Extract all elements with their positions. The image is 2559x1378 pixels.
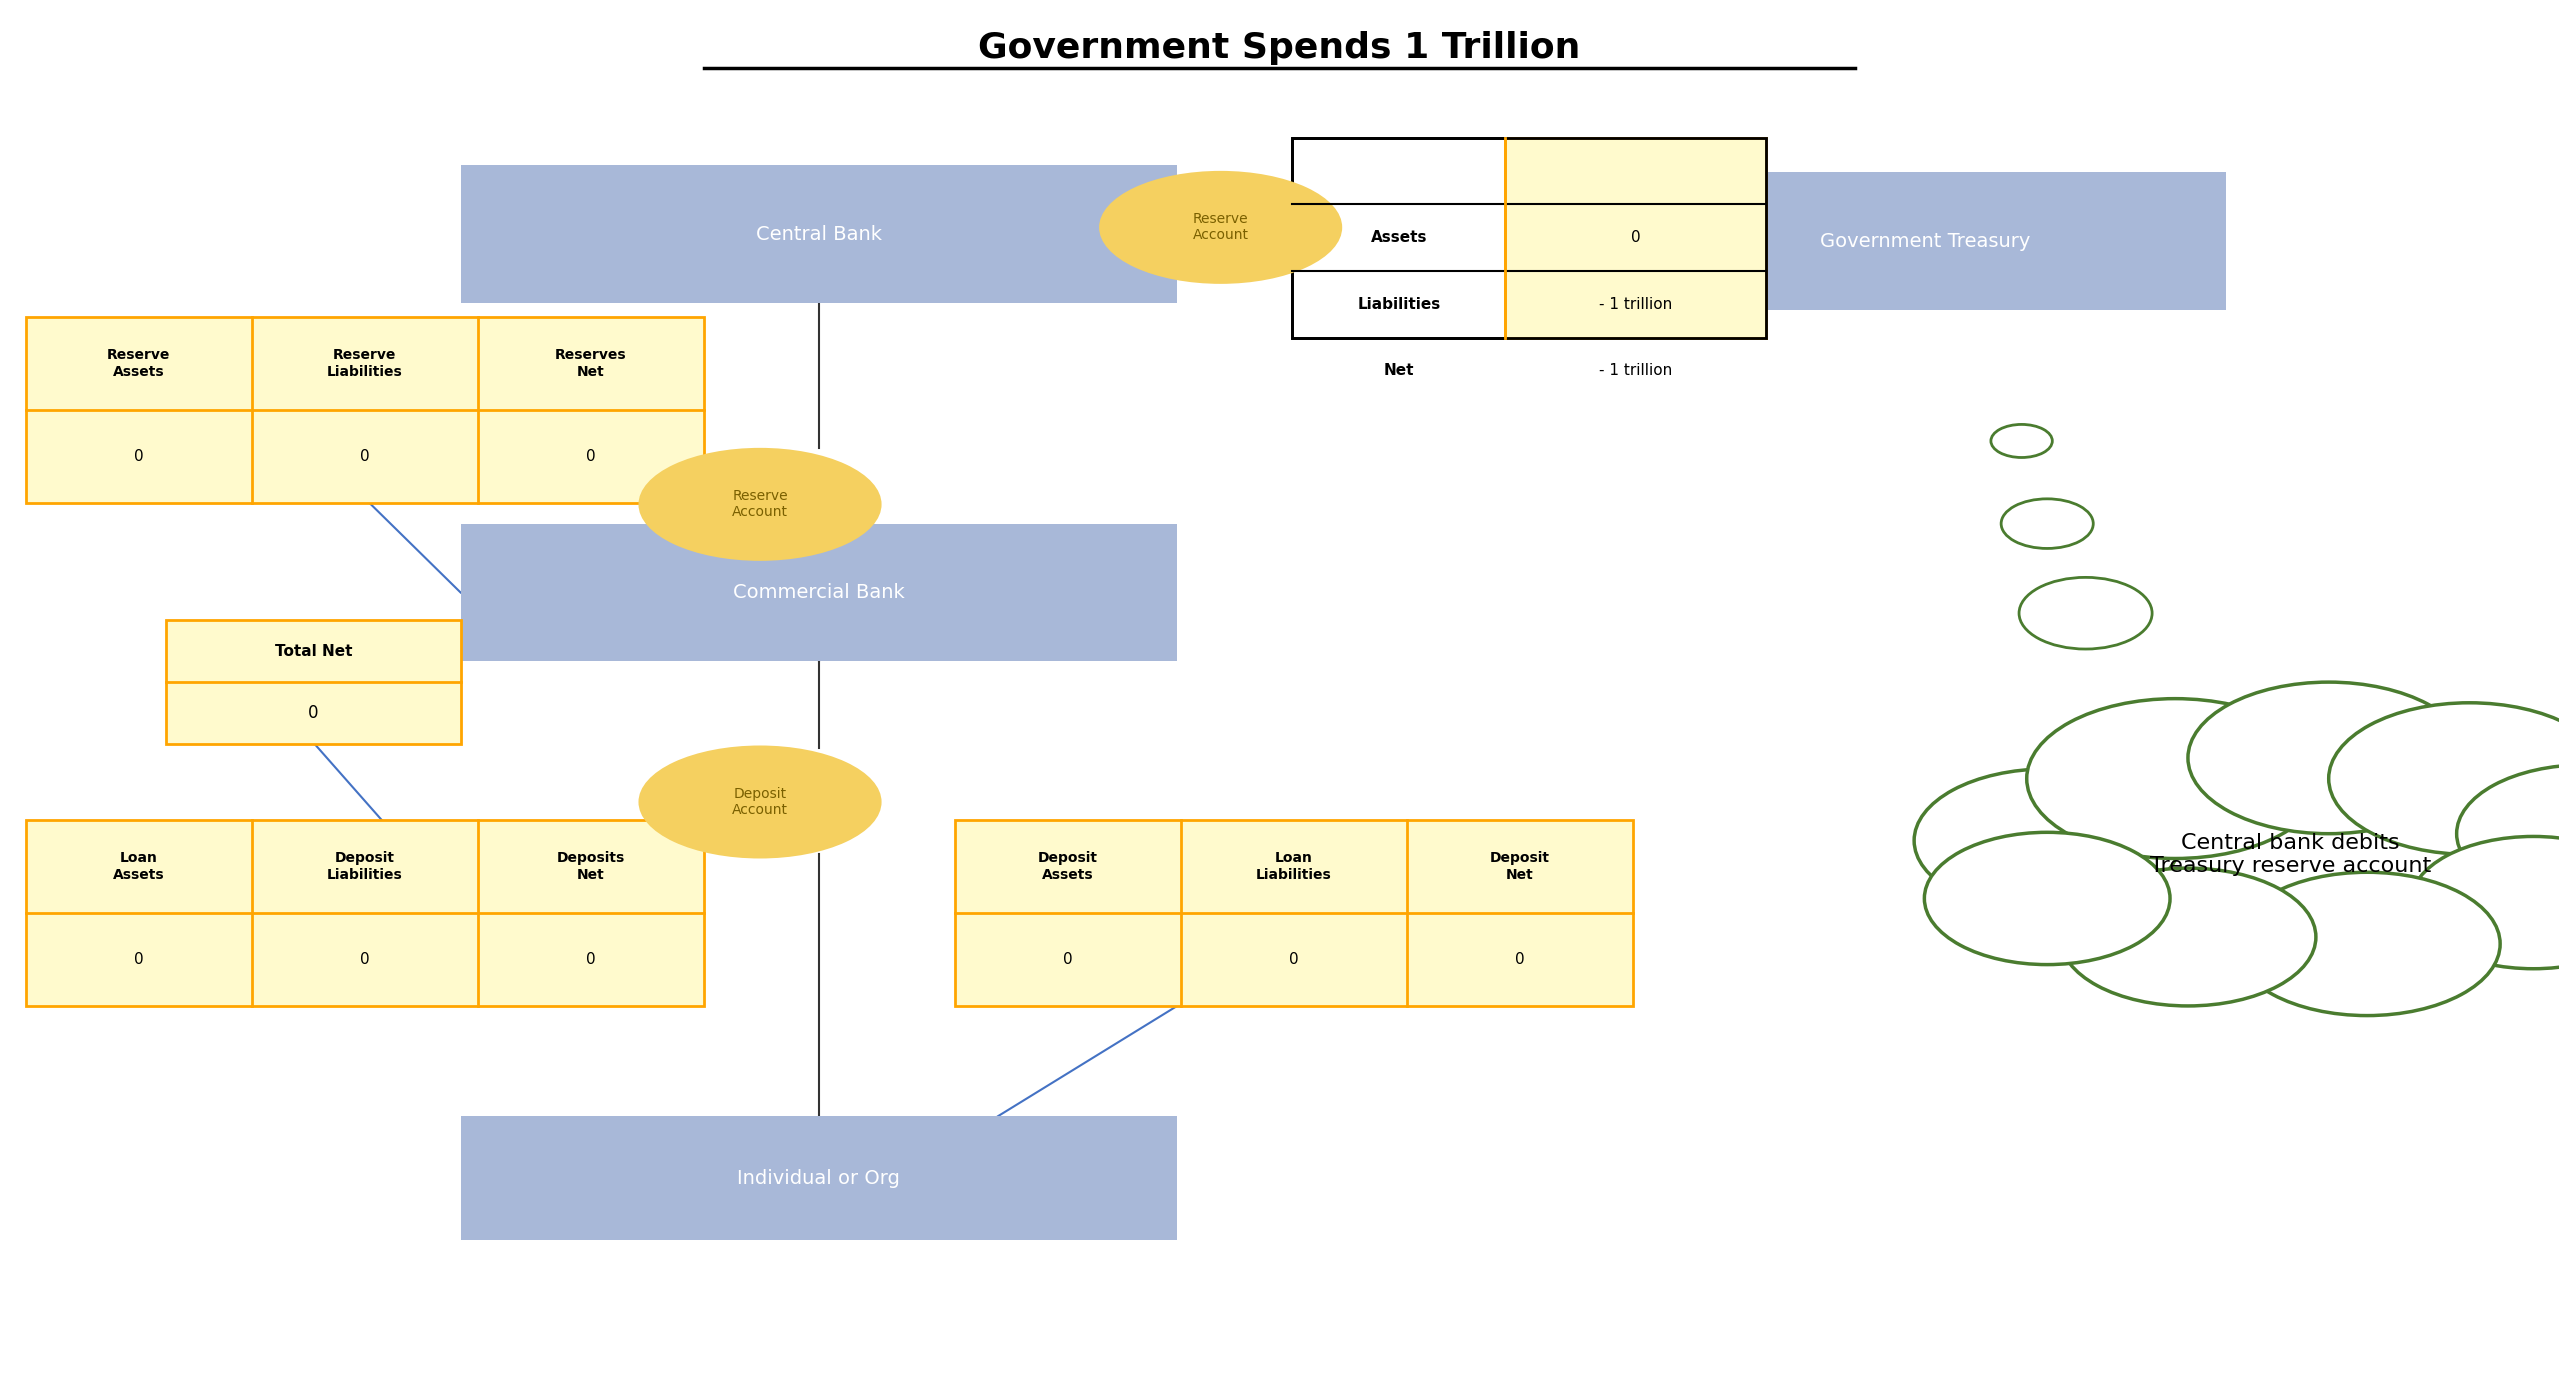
Text: - 1 trillion: - 1 trillion (1599, 364, 1671, 379)
Text: Central bank debits
Treasury reserve account: Central bank debits Treasury reserve acc… (2150, 832, 2431, 876)
Text: Central Bank: Central Bank (755, 225, 883, 244)
Text: Commercial Bank: Commercial Bank (732, 583, 906, 602)
Text: Net: Net (1384, 364, 1415, 379)
Circle shape (1924, 832, 2170, 965)
Circle shape (2329, 703, 2559, 854)
FancyBboxPatch shape (461, 1116, 1177, 1240)
Ellipse shape (637, 745, 880, 858)
Text: Deposit
Assets: Deposit Assets (1036, 852, 1098, 882)
Text: 0: 0 (133, 449, 143, 464)
Text: Loan
Assets: Loan Assets (113, 852, 164, 882)
Text: 0: 0 (1515, 952, 1525, 967)
Text: Loan
Liabilities: Loan Liabilities (1256, 852, 1331, 882)
Text: Reserve
Assets: Reserve Assets (107, 349, 171, 379)
Text: Assets: Assets (1372, 230, 1428, 245)
Text: 0: 0 (586, 449, 596, 464)
Text: 0: 0 (1290, 952, 1297, 967)
Text: Individual or Org: Individual or Org (737, 1169, 901, 1188)
FancyBboxPatch shape (955, 820, 1633, 1006)
Text: Deposits
Net: Deposits Net (555, 852, 624, 882)
Circle shape (2234, 872, 2500, 1016)
Text: Deposit
Net: Deposit Net (1489, 852, 1551, 882)
Text: Government Spends 1 Trillion: Government Spends 1 Trillion (978, 32, 1581, 65)
Text: Liabilities: Liabilities (1356, 296, 1441, 311)
Text: 0: 0 (361, 449, 368, 464)
FancyBboxPatch shape (461, 165, 1177, 303)
Text: 0: 0 (586, 952, 596, 967)
Circle shape (2060, 868, 2316, 1006)
Circle shape (2457, 765, 2559, 903)
FancyBboxPatch shape (26, 317, 704, 503)
Circle shape (2027, 699, 2324, 858)
Circle shape (1914, 769, 2180, 912)
Circle shape (2001, 499, 2093, 548)
Text: Government Treasury: Government Treasury (1819, 232, 2032, 251)
Ellipse shape (637, 448, 880, 561)
Text: 0: 0 (361, 952, 368, 967)
Circle shape (2411, 836, 2559, 969)
Text: Deposit
Account: Deposit Account (732, 787, 788, 817)
FancyBboxPatch shape (26, 820, 704, 1006)
FancyBboxPatch shape (166, 620, 461, 744)
Ellipse shape (1100, 171, 1343, 284)
Text: - 1 trillion: - 1 trillion (1599, 296, 1671, 311)
FancyBboxPatch shape (1505, 138, 1766, 338)
Text: Reserve
Account: Reserve Account (732, 489, 788, 520)
Circle shape (1991, 424, 2052, 457)
Circle shape (2188, 682, 2469, 834)
Circle shape (2019, 577, 2152, 649)
Text: Reserve
Account: Reserve Account (1192, 212, 1249, 243)
Text: Reserves
Net: Reserves Net (555, 349, 627, 379)
FancyBboxPatch shape (1292, 138, 1766, 338)
Text: 0: 0 (307, 704, 320, 722)
FancyBboxPatch shape (1625, 172, 2226, 310)
Text: 0: 0 (133, 952, 143, 967)
FancyBboxPatch shape (461, 524, 1177, 661)
Text: 0: 0 (1630, 230, 1640, 245)
Text: Reserve
Liabilities: Reserve Liabilities (328, 349, 402, 379)
Text: 0: 0 (1062, 952, 1072, 967)
Text: Total Net: Total Net (274, 644, 353, 659)
Text: Deposit
Liabilities: Deposit Liabilities (328, 852, 402, 882)
